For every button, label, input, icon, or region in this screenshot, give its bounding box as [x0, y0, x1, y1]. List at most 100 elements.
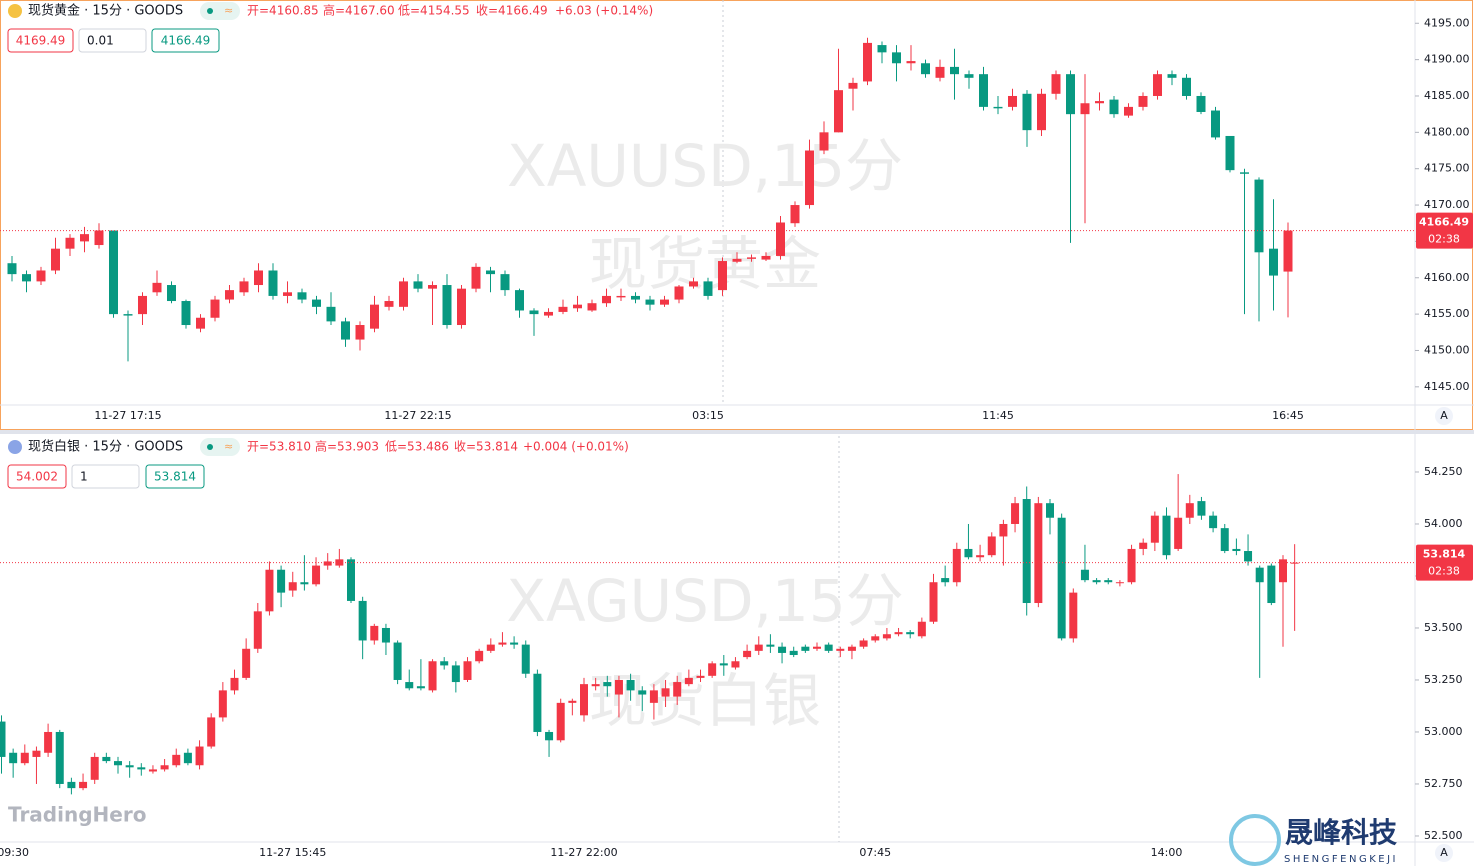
candle-body: [521, 644, 530, 674]
candle-body: [545, 731, 554, 741]
quantity[interactable]: 1: [80, 470, 88, 484]
candle-body: [123, 314, 133, 316]
bar-countdown: 02:38: [1428, 233, 1460, 246]
candle-body: [921, 63, 930, 75]
candle-body: [413, 281, 423, 289]
candle-body: [167, 285, 176, 302]
candle-body: [587, 303, 597, 311]
candle-body: [463, 661, 472, 680]
auto-scale-button[interactable]: [1435, 407, 1453, 425]
quantity-box[interactable]: [78, 28, 147, 53]
candle-body: [638, 690, 647, 695]
buy-price-box[interactable]: [151, 28, 220, 53]
candle-body: [568, 700, 577, 703]
sell-price[interactable]: 4169.49: [16, 34, 66, 48]
candle-body: [181, 301, 191, 326]
watermark-symbol: XAGUSD,15分: [506, 567, 904, 635]
candle-body: [253, 611, 262, 649]
candle-body: [457, 288, 466, 326]
sell-price[interactable]: 54.002: [16, 470, 58, 484]
candle-body: [1008, 95, 1017, 107]
sell-price-box[interactable]: [7, 464, 67, 489]
buy-price[interactable]: 4166.49: [161, 34, 211, 48]
candle-body: [976, 555, 985, 558]
candle-body: [32, 750, 41, 757]
candle-body: [442, 285, 452, 326]
delay-icon: ≈: [224, 4, 233, 17]
candle-body: [813, 646, 821, 649]
auto-scale-label[interactable]: A: [1440, 409, 1448, 422]
auto-scale-label[interactable]: A: [1440, 846, 1448, 859]
candle-body: [754, 644, 763, 651]
x-tick-label: 11:45: [982, 409, 1014, 422]
symbol-title[interactable]: 现货白银 · 15分 · GOODS: [28, 439, 183, 455]
candle-body: [1150, 515, 1159, 543]
candle-body: [689, 281, 698, 287]
candle-body: [533, 673, 542, 732]
candle-body: [999, 523, 1008, 537]
candle-body: [1034, 503, 1043, 604]
candle-body: [1153, 74, 1162, 96]
buy-price-box[interactable]: [145, 464, 205, 489]
candle-body: [102, 756, 111, 762]
candle-body: [747, 257, 756, 259]
y-tick-label: 53.500: [1424, 621, 1463, 634]
buy-price[interactable]: 53.814: [154, 470, 196, 484]
candle-body: [1092, 580, 1101, 583]
candle-body: [761, 255, 771, 260]
candle-body: [384, 301, 394, 307]
last-price-label: 4166.49: [1419, 216, 1469, 229]
candle-body: [416, 686, 425, 689]
candle-body: [580, 684, 588, 716]
y-tick-label: 4185.00: [1424, 89, 1470, 102]
y-tick-label: 4190.00: [1424, 53, 1470, 66]
candle-body: [207, 717, 216, 747]
symbol-icon: [8, 440, 22, 454]
candle-body: [498, 642, 507, 645]
ohlc-value: 高=53.903: [315, 439, 379, 454]
auto-scale-button[interactable]: [1435, 844, 1453, 862]
candle-body: [1046, 503, 1054, 518]
candle-body: [79, 781, 88, 789]
candle-body: [1069, 592, 1078, 639]
candle-body: [312, 565, 321, 585]
candle-body: [138, 295, 147, 315]
symbol-title[interactable]: 现货黄金 · 15分 · GOODS: [28, 3, 183, 19]
candle-body: [1240, 172, 1249, 174]
candle-body: [1037, 93, 1046, 131]
candle-body: [935, 66, 945, 78]
candle-body: [987, 536, 996, 556]
candle-body: [230, 677, 239, 691]
candle-body: [805, 150, 814, 206]
quantity-box[interactable]: [71, 464, 140, 489]
candle-body: [114, 761, 122, 766]
candle-body: [323, 561, 332, 566]
candle-body: [1124, 106, 1133, 116]
last-price-tag: [1416, 544, 1473, 581]
candle-body: [917, 621, 926, 637]
delay-icon: ≈: [224, 440, 233, 453]
candle-body: [1138, 95, 1148, 107]
candle-body: [703, 281, 713, 296]
candle-body: [743, 650, 752, 658]
candle-body: [399, 281, 408, 307]
candle-body: [1197, 501, 1206, 516]
bar-countdown: 02:38: [1428, 565, 1460, 578]
y-tick-label: 4160.00: [1424, 271, 1470, 284]
quantity[interactable]: 0.01: [87, 34, 114, 48]
candle-body: [929, 582, 938, 622]
candle-body: [529, 310, 539, 315]
candle-body: [500, 274, 510, 291]
market-open-dot: [207, 444, 213, 450]
y-tick-label: 4155.00: [1424, 307, 1470, 320]
candle-body: [1127, 548, 1136, 583]
candle-body: [661, 688, 670, 697]
candle-body: [649, 690, 658, 703]
candle-body: [1095, 101, 1104, 104]
candle-body: [355, 325, 365, 340]
y-tick-label: 4195.00: [1424, 16, 1470, 29]
sell-price-box[interactable]: [7, 28, 74, 53]
candle-body: [1022, 93, 1032, 131]
candle-body: [347, 559, 355, 601]
candle-body: [1254, 179, 1264, 253]
